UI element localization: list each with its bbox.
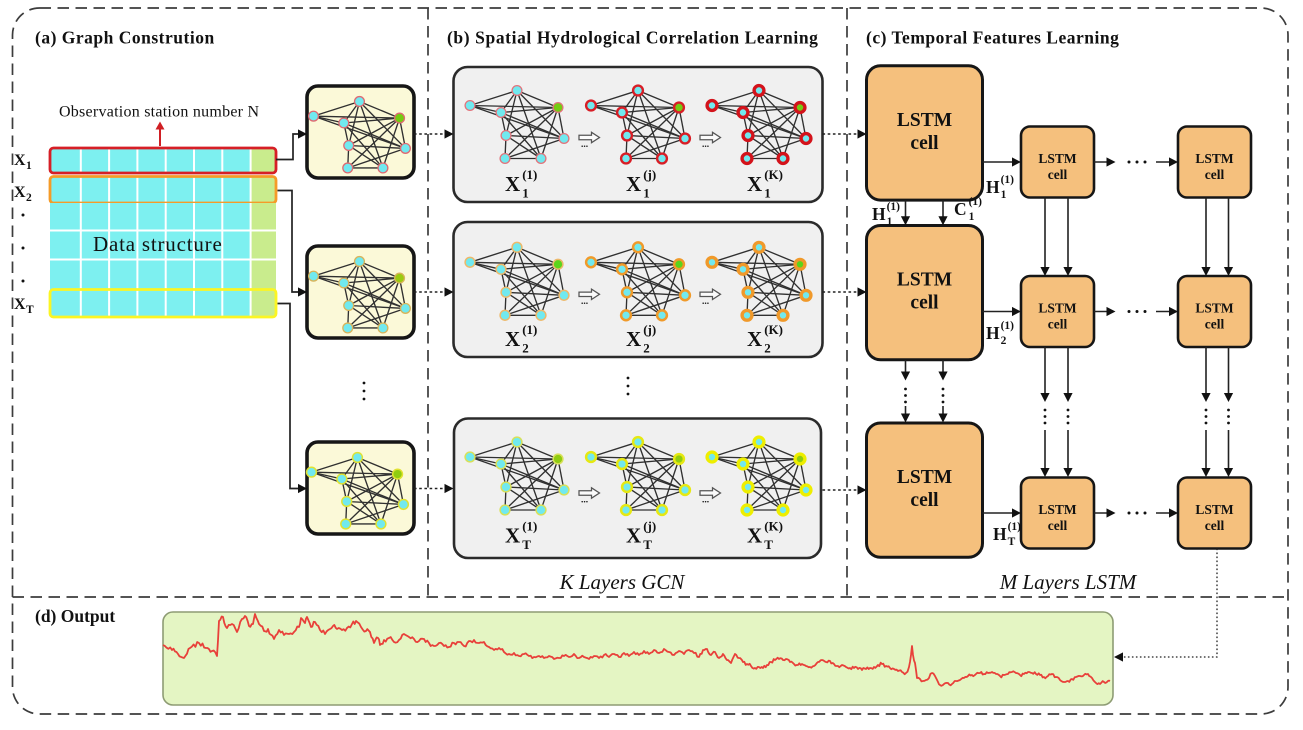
svg-text:(1): (1) [969, 196, 983, 208]
svg-text:X: X [747, 524, 762, 548]
svg-text:2: 2 [643, 340, 650, 355]
svg-text:(j): (j) [643, 167, 656, 182]
svg-text:1: 1 [643, 185, 650, 200]
svg-text:H: H [872, 204, 886, 224]
svg-text:...: ... [581, 140, 588, 150]
svg-text:(K): (K) [764, 167, 783, 182]
svg-text:X: X [626, 524, 641, 548]
svg-text:2: 2 [522, 340, 529, 355]
svg-text:2: 2 [26, 192, 32, 204]
svg-text:Observation station number N: Observation station number N [59, 104, 259, 121]
svg-text:LSTM: LSTM [897, 110, 952, 131]
svg-text:...: ... [581, 297, 588, 307]
svg-text:(K): (K) [764, 322, 783, 337]
svg-text:(1): (1) [522, 322, 537, 337]
svg-text:2: 2 [1001, 335, 1007, 347]
svg-text:...: ... [702, 140, 709, 150]
svg-text:cell: cell [910, 293, 939, 314]
svg-text:X: X [626, 172, 641, 196]
svg-text:X: X [626, 327, 641, 351]
svg-text:cell: cell [1048, 518, 1068, 533]
svg-text:X: X [14, 296, 26, 313]
svg-text:LSTM: LSTM [1195, 502, 1234, 517]
svg-text:X: X [14, 152, 26, 169]
svg-text:T: T [26, 304, 34, 316]
svg-text:(1): (1) [1008, 521, 1022, 533]
svg-text:LSTM: LSTM [897, 270, 952, 291]
svg-text:LSTM: LSTM [1195, 301, 1234, 316]
svg-text:1: 1 [969, 211, 975, 223]
svg-text:C: C [954, 199, 967, 219]
svg-text:cell: cell [1205, 317, 1225, 332]
svg-text:...: ... [702, 297, 709, 307]
svg-text:2: 2 [764, 340, 771, 355]
svg-text:H: H [986, 177, 1000, 197]
svg-text:1: 1 [887, 216, 893, 228]
svg-text:(K): (K) [764, 519, 783, 534]
svg-text:(b) Spatial Hydrological Corre: (b) Spatial Hydrological Correlation Lea… [447, 28, 819, 48]
svg-text:(1): (1) [887, 201, 901, 213]
svg-text:X: X [505, 524, 520, 548]
svg-text:cell: cell [1205, 167, 1225, 182]
svg-text:LSTM: LSTM [1038, 502, 1077, 517]
svg-text:X: X [14, 184, 26, 201]
svg-text:1: 1 [522, 185, 529, 200]
svg-text:T: T [522, 537, 531, 552]
svg-text:T: T [643, 537, 652, 552]
svg-text:LSTM: LSTM [1195, 151, 1234, 166]
svg-text:X: X [505, 172, 520, 196]
svg-text:1: 1 [764, 185, 771, 200]
svg-text:T: T [1008, 536, 1016, 548]
svg-text:(j): (j) [643, 322, 656, 337]
svg-text:LSTM: LSTM [1038, 301, 1077, 316]
svg-text:cell: cell [1205, 518, 1225, 533]
svg-text:X: X [505, 327, 520, 351]
svg-text:1: 1 [1001, 189, 1007, 201]
svg-text:H: H [986, 323, 1000, 343]
svg-text:LSTM: LSTM [1038, 151, 1077, 166]
svg-text:(a) Graph Constrution: (a) Graph Constrution [35, 28, 215, 48]
svg-text:H: H [993, 524, 1007, 544]
svg-text:X: X [747, 172, 762, 196]
svg-text:K Layers GCN: K Layers GCN [559, 570, 686, 594]
svg-text:cell: cell [1048, 317, 1068, 332]
svg-text:cell: cell [1048, 167, 1068, 182]
svg-text:cell: cell [910, 133, 939, 154]
svg-text:(j): (j) [643, 519, 656, 534]
svg-text:(1): (1) [522, 167, 537, 182]
svg-text:T: T [764, 537, 773, 552]
svg-text:(d) Output: (d) Output [35, 606, 115, 626]
svg-text:cell: cell [910, 490, 939, 511]
svg-text:M Layers LSTM: M Layers LSTM [999, 570, 1138, 594]
svg-text:1: 1 [26, 160, 32, 172]
svg-text:(1): (1) [522, 519, 537, 534]
svg-text:LSTM: LSTM [897, 467, 952, 488]
svg-text:X: X [747, 327, 762, 351]
svg-text:...: ... [581, 496, 588, 506]
svg-text:(1): (1) [1001, 174, 1015, 186]
svg-text:(1): (1) [1001, 320, 1015, 332]
svg-text:...: ... [702, 496, 709, 506]
svg-text:Data structure: Data structure [93, 232, 223, 256]
svg-text:(c) Temporal Features Learning: (c) Temporal Features Learning [866, 28, 1119, 48]
